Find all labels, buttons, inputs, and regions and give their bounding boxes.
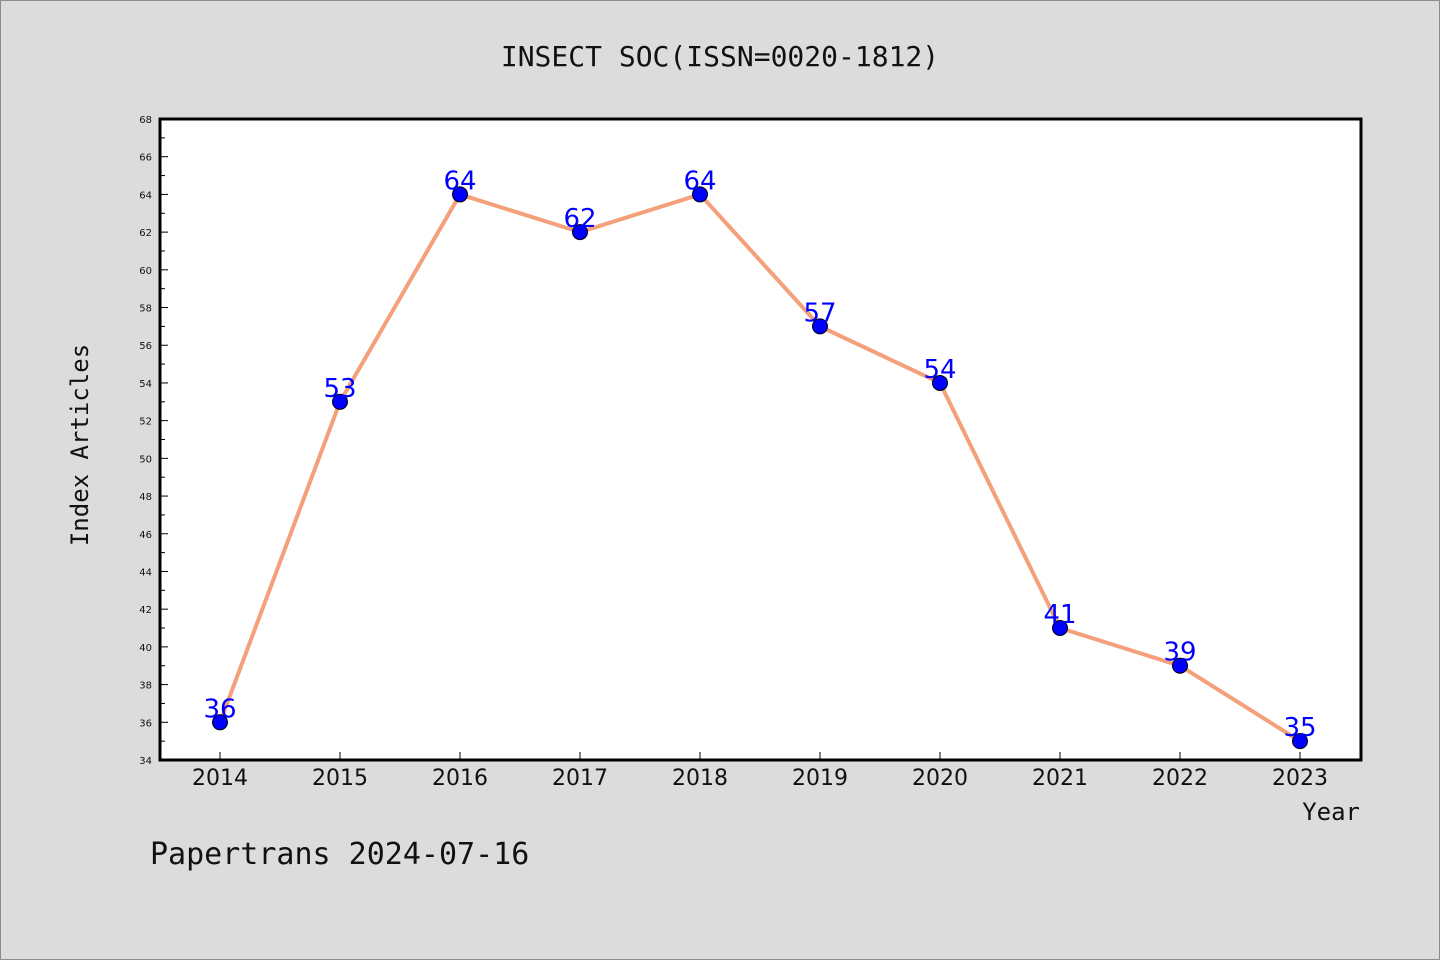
data-label: 41 <box>1043 600 1076 630</box>
data-label: 35 <box>1283 713 1316 743</box>
y-tick-label: 34 <box>139 756 152 767</box>
y-tick-label: 40 <box>139 643 152 654</box>
y-tick-label: 44 <box>139 567 152 578</box>
data-point <box>692 186 708 203</box>
data-point <box>812 318 828 335</box>
y-tick-label: 52 <box>139 417 152 428</box>
data-label: 53 <box>323 374 356 404</box>
y-tick-label: 36 <box>139 718 152 729</box>
y-tick-label: 66 <box>139 153 152 164</box>
y-axis-label: Index Articles <box>66 344 94 546</box>
data-label: 64 <box>683 166 716 196</box>
x-tick-label: 2018 <box>672 766 728 791</box>
data-point <box>332 393 348 410</box>
y-axis: 34 36 38 40 42 44 46 48 50 52 54 56 58 60 62 64 66 68 <box>139 115 168 767</box>
chart-title: INSECT SOC(ISSN=0020-1812) <box>501 40 939 73</box>
series-line <box>218 192 1302 743</box>
y-tick-label: 46 <box>139 530 152 541</box>
data-point <box>212 714 228 731</box>
y-tick-label: 50 <box>139 454 152 465</box>
data-labels: 36 53 64 62 64 57 54 41 39 35 <box>203 166 1316 743</box>
x-tick-label: 2023 <box>1272 766 1328 791</box>
x-tick-label: 2021 <box>1032 766 1088 791</box>
data-label: 57 <box>803 298 836 328</box>
y-tick-label: 60 <box>139 266 152 277</box>
x-tick-label: 2022 <box>1152 766 1208 791</box>
y-tick-label: 62 <box>139 228 152 239</box>
data-label: 62 <box>563 204 596 234</box>
y-tick-label: 48 <box>139 492 152 503</box>
y-tick-label: 58 <box>139 304 152 315</box>
y-tick-label: 54 <box>139 379 152 390</box>
x-tick-label: 2020 <box>912 766 968 791</box>
x-axis: 2014 2015 2016 2017 2018 2019 2020 2021 2022 2023 <box>192 752 1328 791</box>
y-tick-label: 56 <box>139 341 152 352</box>
data-label: 39 <box>1163 638 1196 668</box>
x-axis-label: Year <box>1302 798 1360 826</box>
data-label: 36 <box>203 694 236 724</box>
data-point <box>1172 657 1188 674</box>
y-tick-label: 64 <box>139 190 152 201</box>
x-tick-label: 2015 <box>312 766 368 791</box>
plot-area <box>158 117 1363 762</box>
data-point <box>1292 733 1308 750</box>
y-tick-label: 38 <box>139 681 152 692</box>
series-group <box>212 186 1308 750</box>
x-tick-label: 2017 <box>552 766 608 791</box>
x-tick-label: 2016 <box>432 766 488 791</box>
data-point <box>572 224 588 241</box>
data-label: 54 <box>923 355 956 385</box>
x-tick-label: 2019 <box>792 766 848 791</box>
y-tick-label: 68 <box>139 115 152 126</box>
y-tick-label: 42 <box>139 605 152 616</box>
x-tick-label: 2014 <box>192 766 248 791</box>
data-point <box>932 374 948 391</box>
data-point <box>452 186 468 203</box>
data-point <box>1052 620 1068 637</box>
data-label: 64 <box>443 166 476 196</box>
footer-source: Papertrans 2024-07-16 <box>150 837 529 872</box>
